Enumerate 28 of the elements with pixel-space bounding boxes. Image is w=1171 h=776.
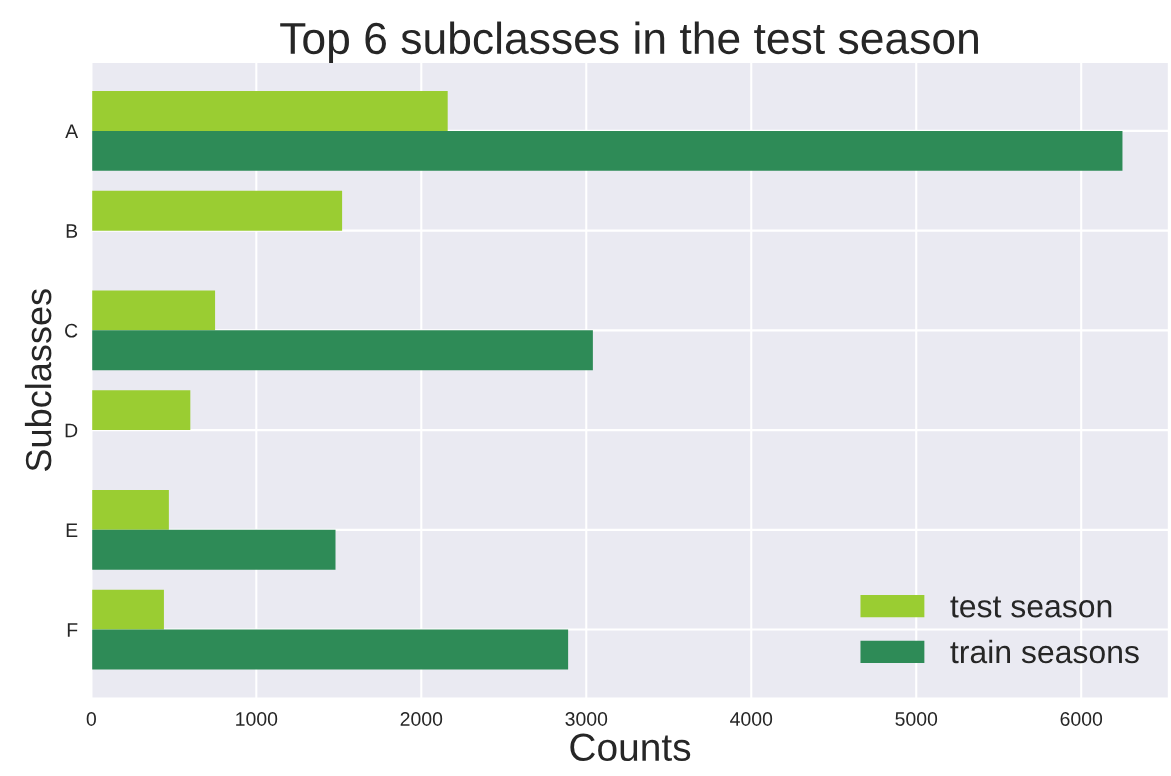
x-tick-label: 1000 xyxy=(236,712,278,726)
x-tick-label: 6000 xyxy=(1060,712,1103,726)
chart-title: Top 6 subclasses in the test season xyxy=(280,21,978,63)
bar xyxy=(91,190,343,231)
y-tick-label: A xyxy=(65,124,79,138)
x-tick-label: 2000 xyxy=(400,712,443,726)
bar xyxy=(91,589,164,630)
y-tick-label: E xyxy=(66,523,78,537)
x-axis-title: Counts xyxy=(570,733,691,762)
bar xyxy=(91,130,1123,171)
legend-label: train seasons xyxy=(950,639,1139,664)
y-tick-label: B xyxy=(66,224,78,238)
bar xyxy=(91,529,336,570)
bar xyxy=(91,330,593,371)
x-tick-label: 3000 xyxy=(565,712,608,726)
bar xyxy=(91,91,448,131)
bar xyxy=(91,489,169,530)
bar xyxy=(91,629,569,670)
y-tick-label: F xyxy=(67,623,78,637)
x-tick-label: 5000 xyxy=(895,712,938,726)
x-tick-label: 0 xyxy=(86,712,96,726)
y-axis-title: Subclasses xyxy=(24,289,52,471)
x-tick-label: 4000 xyxy=(730,712,773,726)
bar xyxy=(91,290,216,331)
bar xyxy=(91,390,191,431)
legend-label: test season xyxy=(950,596,1112,618)
y-tick-label: C xyxy=(65,323,78,338)
y-tick-label: D xyxy=(65,423,78,438)
